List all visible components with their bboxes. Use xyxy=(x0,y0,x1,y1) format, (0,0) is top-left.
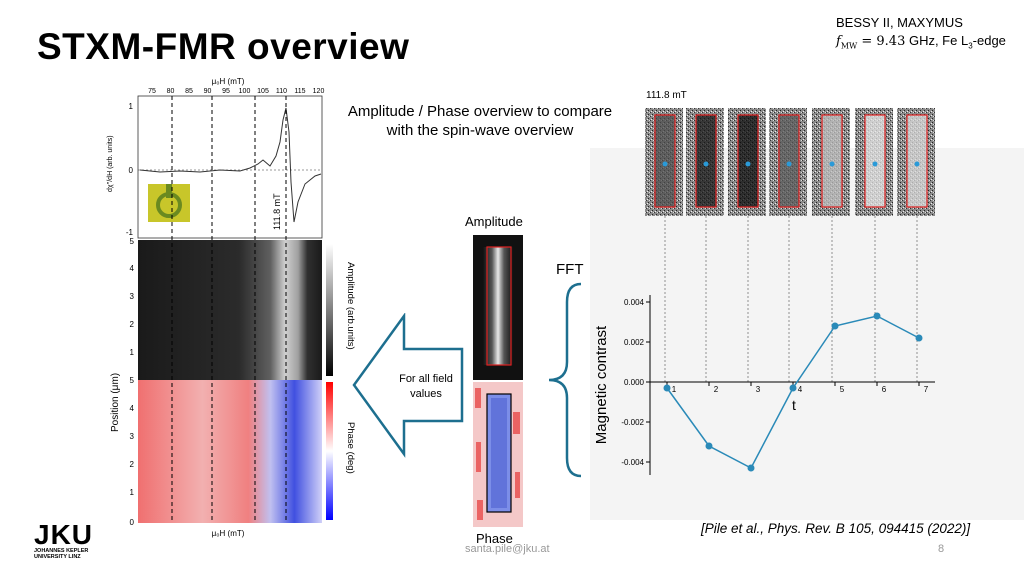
top-tick-label: 110 xyxy=(276,88,287,95)
email: santa.pile@jku.at xyxy=(465,543,550,555)
time-frame xyxy=(855,108,893,216)
time-frame xyxy=(728,108,766,216)
top-axis-label: μ₀H (mT) xyxy=(212,77,245,86)
brace-icon xyxy=(548,282,582,478)
svg-text:4: 4 xyxy=(130,264,135,273)
fft-label: FFT xyxy=(556,261,584,278)
top-tick-label: 80 xyxy=(167,88,175,95)
info-line-2: fMW = 9.43 GHz, Fe L3-edge xyxy=(836,32,1006,56)
x-tick-label: 6 xyxy=(882,385,887,394)
spectrum-ytick-0: 0 xyxy=(129,166,134,175)
data-point xyxy=(831,322,839,330)
spectrum-ytick-1: 1 xyxy=(129,102,134,111)
university-logo: JKU JOHANNES KEPLER UNIVERSITY LINZ xyxy=(34,519,94,561)
time-frame xyxy=(645,108,683,216)
time-series-panel: 0.004 0.002 0.000 -0.002 -0.004 1 2 3 4 5 6 7 t Magne… xyxy=(590,108,1024,520)
top-tick-label: 115 xyxy=(294,88,305,95)
svg-text:0: 0 xyxy=(130,518,135,527)
svg-text:3: 3 xyxy=(130,432,135,441)
info-line-2-rest: GHz, Fe L xyxy=(905,33,969,48)
position-yticks: 5 4 3 2 1 5 4 3 2 1 0 xyxy=(130,237,135,527)
amplitude-colorbar xyxy=(326,244,333,376)
logo-text: JKU xyxy=(34,519,94,550)
frame-row xyxy=(645,108,935,216)
position-axis-label: Position (μm) xyxy=(110,373,121,432)
time-frame xyxy=(769,108,807,216)
y-tick-label: 0.002 xyxy=(624,338,645,347)
top-tick-label: 120 xyxy=(313,88,325,95)
x-axis-label: t xyxy=(792,397,796,413)
info-line-1: BESSY II, MAXYMUS xyxy=(836,15,963,30)
time-frame xyxy=(897,108,935,216)
left-figure: μ₀H (mT) 75 80 85 90 95 100 105 110 115 120 1 0 -… xyxy=(107,77,356,538)
y-axis-label: Magnetic contrast xyxy=(593,325,610,444)
edge-subscript: 3 xyxy=(968,41,973,51)
left-arrow-icon xyxy=(352,313,464,458)
data-point xyxy=(747,464,755,472)
info-line-2-end: -edge xyxy=(972,33,1006,48)
amplitude-image xyxy=(473,235,523,380)
slide-title: STXM-FMR overview xyxy=(37,26,410,67)
phase-map xyxy=(138,380,322,523)
y-tick-label: 0.004 xyxy=(624,298,645,307)
arrow-text: For all field values xyxy=(399,373,453,400)
y-tick-label: -0.004 xyxy=(621,458,644,467)
y-tick-label: 0.000 xyxy=(624,378,645,387)
time-frame xyxy=(686,108,724,216)
data-point xyxy=(873,312,881,320)
time-frame xyxy=(812,108,850,216)
top-tick-label: 105 xyxy=(257,88,269,95)
data-point xyxy=(663,384,671,392)
data-point xyxy=(789,384,797,392)
logo-sub-1: JOHANNES KEPLER xyxy=(34,548,89,554)
x-tick-label: 7 xyxy=(924,385,929,394)
frequency-symbol: f xyxy=(836,34,841,49)
phase-image xyxy=(473,382,523,527)
phase-colorbar xyxy=(326,382,333,520)
top-tick-label: 95 xyxy=(222,88,230,95)
description-text: Amplitude / Phase overview to compare wi… xyxy=(347,103,613,139)
svg-text:3: 3 xyxy=(130,292,135,301)
x-tick-label: 5 xyxy=(840,385,845,394)
svg-text:5: 5 xyxy=(130,237,135,246)
top-tick-label: 90 xyxy=(204,88,212,95)
bottom-axis-label: μ₀H (mT) xyxy=(212,529,245,538)
data-point xyxy=(915,334,923,342)
magnetic-contrast-chart: 0.004 0.002 0.000 -0.002 -0.004 1 2 3 4 5 6 7 t Magne… xyxy=(593,295,935,475)
page-number: 8 xyxy=(938,543,945,555)
phase-colorbar-label: Phase (deg) xyxy=(345,422,356,474)
phase-label: Phase xyxy=(476,531,513,546)
amplitude-colorbar-label: Amplitude (arb.units) xyxy=(345,262,356,350)
marker-label: 111.8 mT xyxy=(272,193,282,230)
reference: [Pile et al., Phys. Rev. B 105, 094415 (… xyxy=(701,521,971,536)
svg-text:1: 1 xyxy=(130,348,135,357)
amplitude-label: Amplitude xyxy=(465,214,523,229)
y-tick-label: -0.002 xyxy=(621,418,644,427)
field-markers xyxy=(171,96,287,523)
amplitude-map xyxy=(138,240,322,380)
field-label-top: 111.8 mT xyxy=(646,90,687,101)
top-tick-label: 100 xyxy=(239,88,251,95)
data-point xyxy=(705,442,713,450)
x-tick-label: 3 xyxy=(756,385,761,394)
logo-sub-2: UNIVERSITY LINZ xyxy=(34,554,81,560)
spectrum-curve xyxy=(139,107,322,223)
spectrum-ytick-minus1: -1 xyxy=(126,228,134,237)
x-tick-label: 4 xyxy=(798,385,803,394)
svg-text:5: 5 xyxy=(130,376,135,385)
frequency-subscript: MW xyxy=(840,41,858,51)
svg-text:1: 1 xyxy=(130,488,135,497)
svg-text:2: 2 xyxy=(130,460,135,469)
experiment-info: BESSY II, MAXYMUS fMW = 9.43 GHz, Fe L3-… xyxy=(836,14,1006,56)
antenna-stem xyxy=(166,184,172,198)
frequency-value: = 9.43 xyxy=(857,34,906,49)
svg-text:4: 4 xyxy=(130,404,135,413)
top-tick-label: 75 xyxy=(148,88,156,95)
x-tick-label: 2 xyxy=(714,385,719,394)
x-tick-label: 1 xyxy=(672,385,677,394)
top-ticks: 75 80 85 90 95 100 105 110 115 120 xyxy=(148,88,324,95)
svg-text:2: 2 xyxy=(130,320,135,329)
top-tick-label: 85 xyxy=(185,88,193,95)
spectrum-ylabel: dχ''/dH (arb. units) xyxy=(107,135,114,192)
